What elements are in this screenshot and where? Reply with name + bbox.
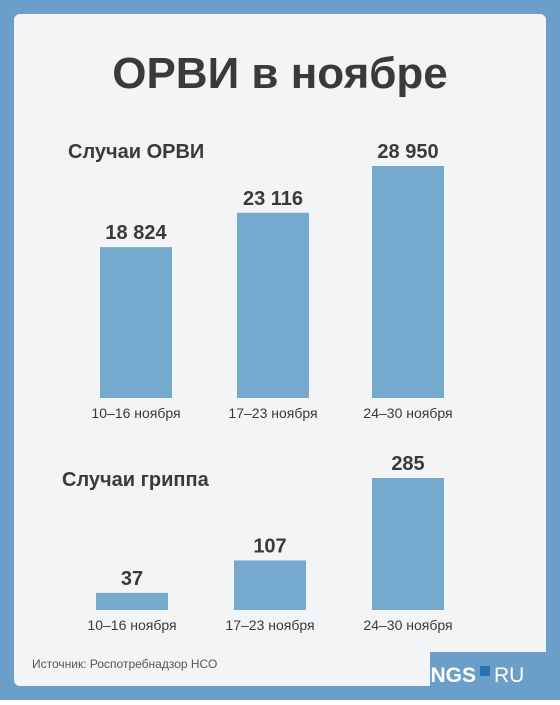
bar [372, 478, 444, 610]
bar [100, 247, 172, 398]
logo-left: NGS [430, 664, 476, 687]
category-label: 24–30 ноября [363, 405, 452, 421]
source: Источник: Роспотребнадзор НСО [32, 657, 217, 671]
category-label: 24–30 ноября [363, 617, 452, 633]
category-label: 17–23 ноября [225, 617, 314, 633]
logo-square [480, 666, 490, 676]
value-label: 23 116 [243, 188, 303, 210]
chart-title: Случаи гриппа [62, 469, 210, 491]
value-label: 18 824 [105, 222, 167, 244]
chart-title: Случаи ОРВИ [68, 141, 204, 163]
logo-right: RU [494, 664, 524, 687]
category-label: 10–16 ноября [91, 405, 180, 421]
value-label: 107 [253, 535, 286, 557]
bar [96, 592, 168, 610]
category-label: 10–16 ноября [87, 617, 176, 633]
value-label: 37 [121, 568, 143, 590]
value-label: 28 950 [377, 141, 438, 163]
bar [372, 166, 444, 398]
charts: Случаи ОРВИ 18 824 10–16 ноября 23 116 17–23… [62, 141, 453, 633]
category-label: 17–23 ноября [228, 405, 317, 421]
bar [237, 212, 309, 398]
bar [234, 560, 306, 610]
main-title: ОРВИ в ноябре [112, 49, 448, 98]
value-label: 285 [391, 453, 424, 475]
